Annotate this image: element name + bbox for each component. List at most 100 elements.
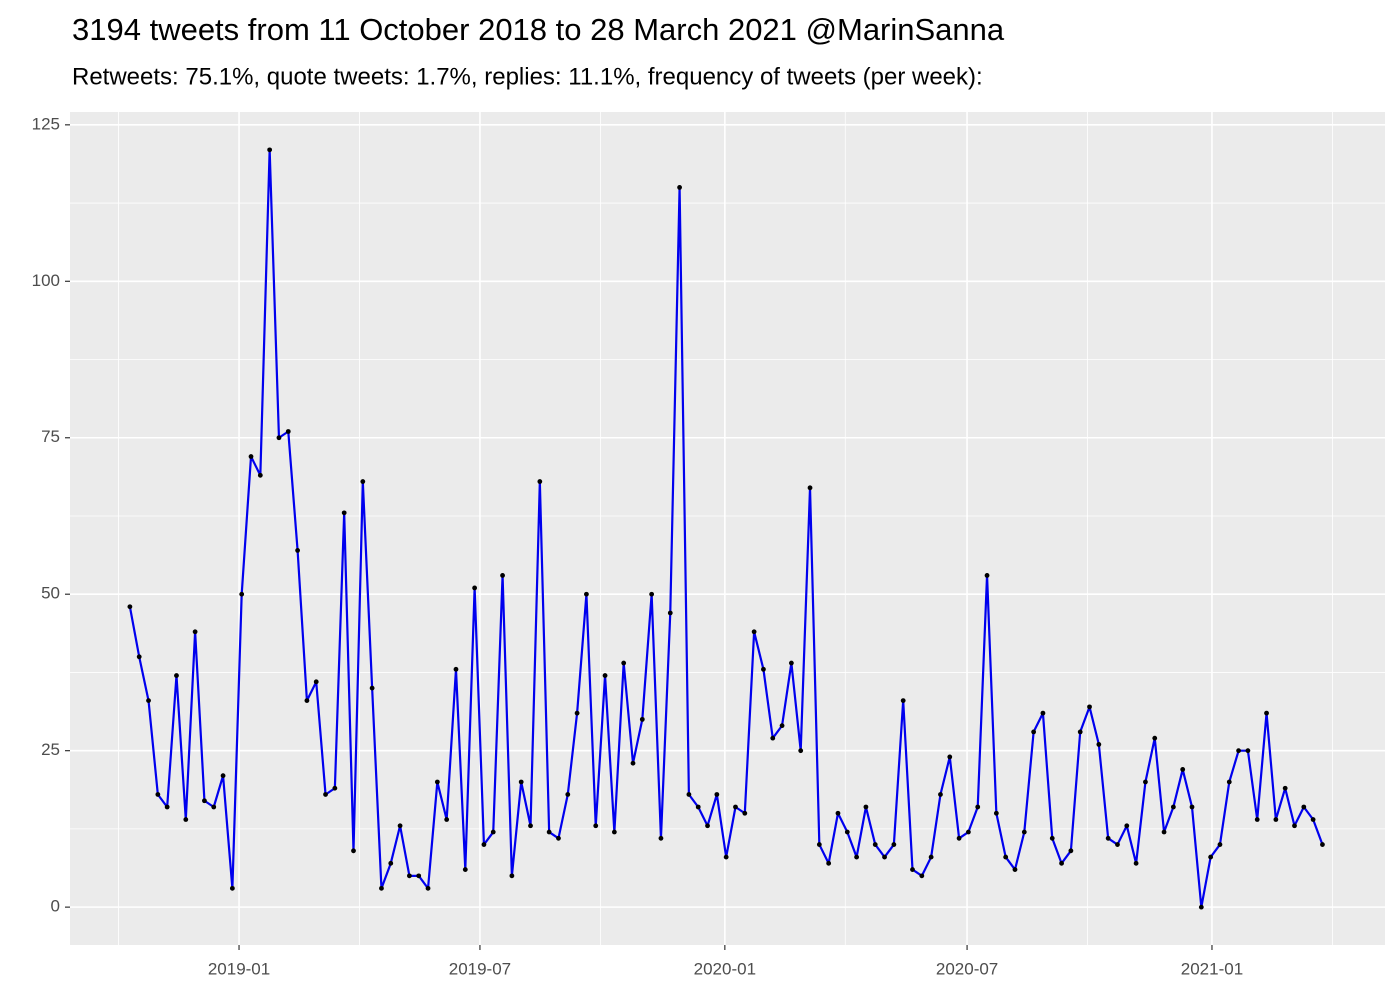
data-point: [984, 573, 990, 578]
data-point: [807, 485, 813, 491]
data-point: [248, 454, 254, 459]
data-point: [379, 885, 384, 891]
data-point: [900, 698, 906, 704]
data-point: [1124, 823, 1130, 829]
data-point: [1040, 710, 1046, 716]
data-point: [462, 867, 468, 872]
data-point: [947, 754, 953, 760]
data-point: [826, 860, 832, 866]
data-point: [593, 823, 599, 829]
chart-title: 3194 tweets from 11 October 2018 to 28 M…: [72, 12, 1005, 47]
data-point: [882, 854, 887, 860]
data-point: [155, 792, 161, 797]
data-point: [1180, 767, 1186, 772]
data-point: [714, 792, 720, 797]
data-point: [993, 810, 999, 816]
data-point: [798, 748, 804, 754]
data-point: [919, 873, 925, 879]
data-point: [146, 698, 151, 704]
data-point: [788, 660, 794, 666]
data-point: [695, 804, 701, 810]
data-point: [630, 760, 636, 766]
data-point: [1189, 804, 1195, 810]
data-point: [229, 885, 235, 891]
data-point: [220, 773, 226, 779]
data-point: [369, 685, 375, 691]
data-point: [835, 810, 841, 816]
data-point: [1003, 854, 1009, 860]
data-point: [611, 829, 617, 835]
data-point: [1236, 748, 1241, 754]
data-point: [164, 804, 170, 810]
data-point: [313, 679, 319, 685]
x-tick-label: 2020-07: [936, 959, 998, 978]
data-point: [938, 792, 943, 797]
data-point: [1105, 835, 1111, 841]
data-point: [751, 629, 757, 635]
data-point: [602, 673, 608, 678]
data-point: [1115, 842, 1120, 847]
data-point: [453, 666, 459, 672]
data-point: [341, 510, 347, 516]
data-point: [733, 804, 738, 810]
data-point: [1273, 817, 1279, 822]
data-point: [975, 804, 981, 810]
data-point: [1292, 823, 1297, 829]
data-point: [490, 829, 496, 835]
data-point: [742, 810, 748, 816]
y-tick-label: 50: [41, 584, 60, 603]
data-point: [397, 823, 403, 829]
plot-panel: [70, 112, 1385, 945]
data-point: [891, 842, 897, 847]
data-point: [1143, 779, 1148, 785]
data-point: [1012, 867, 1018, 872]
data-point: [351, 848, 356, 854]
data-point: [1059, 860, 1064, 866]
data-point: [1282, 785, 1288, 791]
data-point: [928, 854, 934, 860]
data-point: [761, 666, 766, 672]
data-point: [677, 185, 682, 190]
data-point: [770, 735, 776, 741]
y-tick-label: 0: [51, 897, 60, 916]
x-tick-label: 2019-01: [208, 959, 270, 978]
data-point: [546, 829, 552, 835]
data-point: [1198, 904, 1204, 910]
data-point: [966, 829, 971, 835]
data-point: [174, 673, 179, 678]
data-point: [509, 873, 515, 879]
data-point: [1170, 804, 1176, 810]
data-point: [816, 842, 822, 847]
data-point: [1133, 860, 1139, 866]
data-point: [1161, 829, 1167, 835]
data-point: [1021, 829, 1027, 835]
data-point: [127, 604, 133, 610]
data-point: [686, 792, 692, 797]
y-tick-label: 25: [41, 740, 60, 759]
data-point: [276, 435, 282, 441]
data-point: [872, 842, 878, 847]
data-point: [1087, 704, 1092, 710]
data-point: [667, 610, 673, 616]
data-point: [406, 873, 412, 879]
data-point: [705, 823, 710, 829]
data-point: [518, 779, 524, 785]
data-point: [658, 835, 664, 841]
data-point: [574, 710, 580, 716]
data-point: [565, 792, 571, 797]
x-tick-label: 2021-01: [1181, 959, 1243, 978]
data-point: [537, 479, 543, 484]
data-point: [332, 785, 338, 791]
data-point: [1226, 779, 1232, 785]
data-point: [202, 798, 207, 804]
data-point: [304, 698, 310, 704]
data-point: [444, 817, 450, 822]
data-point: [1208, 854, 1214, 860]
data-point: [360, 479, 366, 484]
data-point: [621, 660, 627, 666]
data-point: [956, 835, 962, 841]
data-point: [639, 716, 645, 722]
data-point: [528, 823, 533, 829]
data-point: [323, 792, 328, 797]
